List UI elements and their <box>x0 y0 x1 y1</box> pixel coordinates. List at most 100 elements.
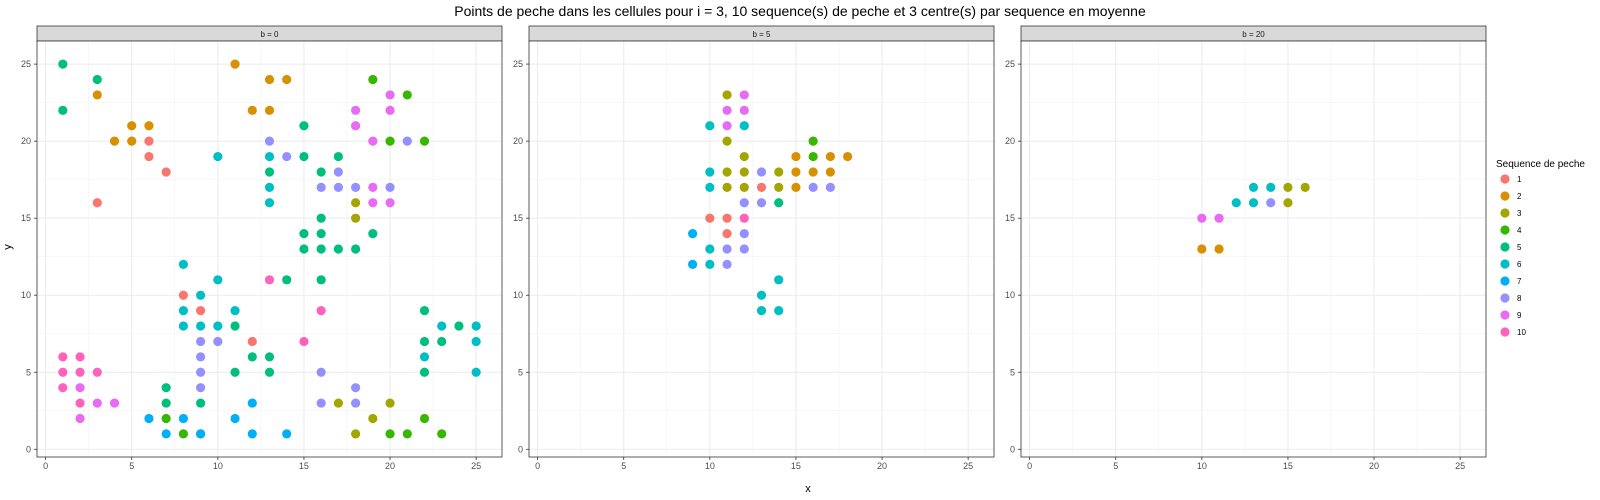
x-tick-label: 15 <box>791 461 801 471</box>
x-tick-label: 0 <box>43 461 48 471</box>
data-point <box>385 90 395 100</box>
legend-item: 1 <box>1500 174 1522 184</box>
data-point <box>351 182 361 192</box>
data-point <box>264 167 275 177</box>
legend-item: 6 <box>1500 259 1522 269</box>
data-point <box>419 336 430 347</box>
data-point <box>419 413 430 424</box>
data-point <box>230 413 240 424</box>
data-point <box>722 105 732 115</box>
data-point <box>351 429 361 439</box>
data-point <box>385 198 395 208</box>
data-point <box>299 121 309 131</box>
facet-strip-label: b = 0 <box>260 30 279 39</box>
data-point <box>739 228 749 239</box>
data-point <box>385 136 395 146</box>
data-point <box>282 74 292 85</box>
panel-border <box>36 40 503 458</box>
data-point <box>705 167 715 177</box>
data-point <box>178 306 188 316</box>
legend-label: 5 <box>1517 243 1522 252</box>
data-point <box>1283 198 1293 208</box>
data-point <box>299 244 309 254</box>
data-point <box>705 121 715 131</box>
data-point <box>213 275 223 285</box>
y-tick-label: 25 <box>1005 59 1015 69</box>
data-point <box>351 213 361 223</box>
x-tick-label: 20 <box>1369 461 1379 471</box>
x-tick-label: 25 <box>1455 461 1465 471</box>
data-point <box>316 213 326 223</box>
data-point <box>196 306 206 316</box>
x-tick-label: 10 <box>705 461 715 471</box>
data-point <box>808 151 818 162</box>
data-point <box>1300 182 1310 192</box>
data-point <box>454 321 464 331</box>
data-point <box>247 352 257 362</box>
y-tick-label: 5 <box>26 367 31 377</box>
data-point <box>161 167 171 177</box>
legend-swatch <box>1500 191 1510 201</box>
data-point <box>756 182 767 192</box>
x-tick-label: 20 <box>385 461 395 471</box>
data-point <box>196 336 206 347</box>
data-point <box>739 182 749 192</box>
data-point <box>722 90 732 100</box>
data-point <box>419 352 430 362</box>
data-point <box>144 121 154 131</box>
data-point <box>739 90 749 100</box>
legend-swatch <box>1500 225 1510 235</box>
data-point <box>825 151 835 162</box>
data-point <box>705 182 715 192</box>
data-point <box>1197 244 1207 254</box>
data-point <box>368 198 378 208</box>
data-point <box>791 151 801 162</box>
data-point <box>722 121 732 131</box>
data-point <box>178 290 188 300</box>
y-tick-label: 10 <box>21 290 31 300</box>
x-tick-label: 15 <box>1283 461 1293 471</box>
data-point <box>351 244 361 254</box>
data-point <box>1231 198 1241 208</box>
data-point <box>58 105 68 115</box>
data-point <box>1266 198 1276 208</box>
data-point <box>299 151 309 162</box>
data-point <box>774 306 784 316</box>
data-point <box>351 383 361 393</box>
legend-label: 3 <box>1517 209 1522 218</box>
data-point <box>385 429 395 439</box>
data-point <box>471 367 481 377</box>
data-point <box>825 167 835 177</box>
data-point <box>739 121 749 131</box>
data-point <box>264 136 275 146</box>
y-tick-label: 15 <box>1005 213 1015 223</box>
data-point <box>351 198 361 208</box>
data-point <box>92 367 102 377</box>
y-tick-label: 15 <box>21 213 31 223</box>
data-point <box>368 74 378 85</box>
legend-item: 2 <box>1500 191 1522 201</box>
data-point <box>92 398 102 408</box>
data-point <box>333 167 343 177</box>
data-point <box>127 121 137 131</box>
data-point <box>774 275 784 285</box>
x-tick-label: 15 <box>299 461 309 471</box>
data-point <box>437 336 447 347</box>
data-point <box>247 336 257 347</box>
legend-label: 6 <box>1517 260 1522 269</box>
legend-item: 3 <box>1500 208 1522 218</box>
facet-panel: b = 5 0 5 10 15 20 25 0 5 10 15 20 25 <box>513 25 995 471</box>
data-point <box>351 121 361 131</box>
y-tick-label: 25 <box>21 59 31 69</box>
legend-swatch <box>1500 293 1510 303</box>
data-point <box>247 429 257 439</box>
data-point <box>109 398 120 408</box>
data-point <box>756 290 767 300</box>
data-point <box>722 136 732 146</box>
data-point <box>705 259 715 270</box>
y-tick-label: 5 <box>1010 367 1015 377</box>
data-point <box>264 367 275 377</box>
legend-label: 7 <box>1517 277 1522 286</box>
data-point <box>419 136 430 146</box>
